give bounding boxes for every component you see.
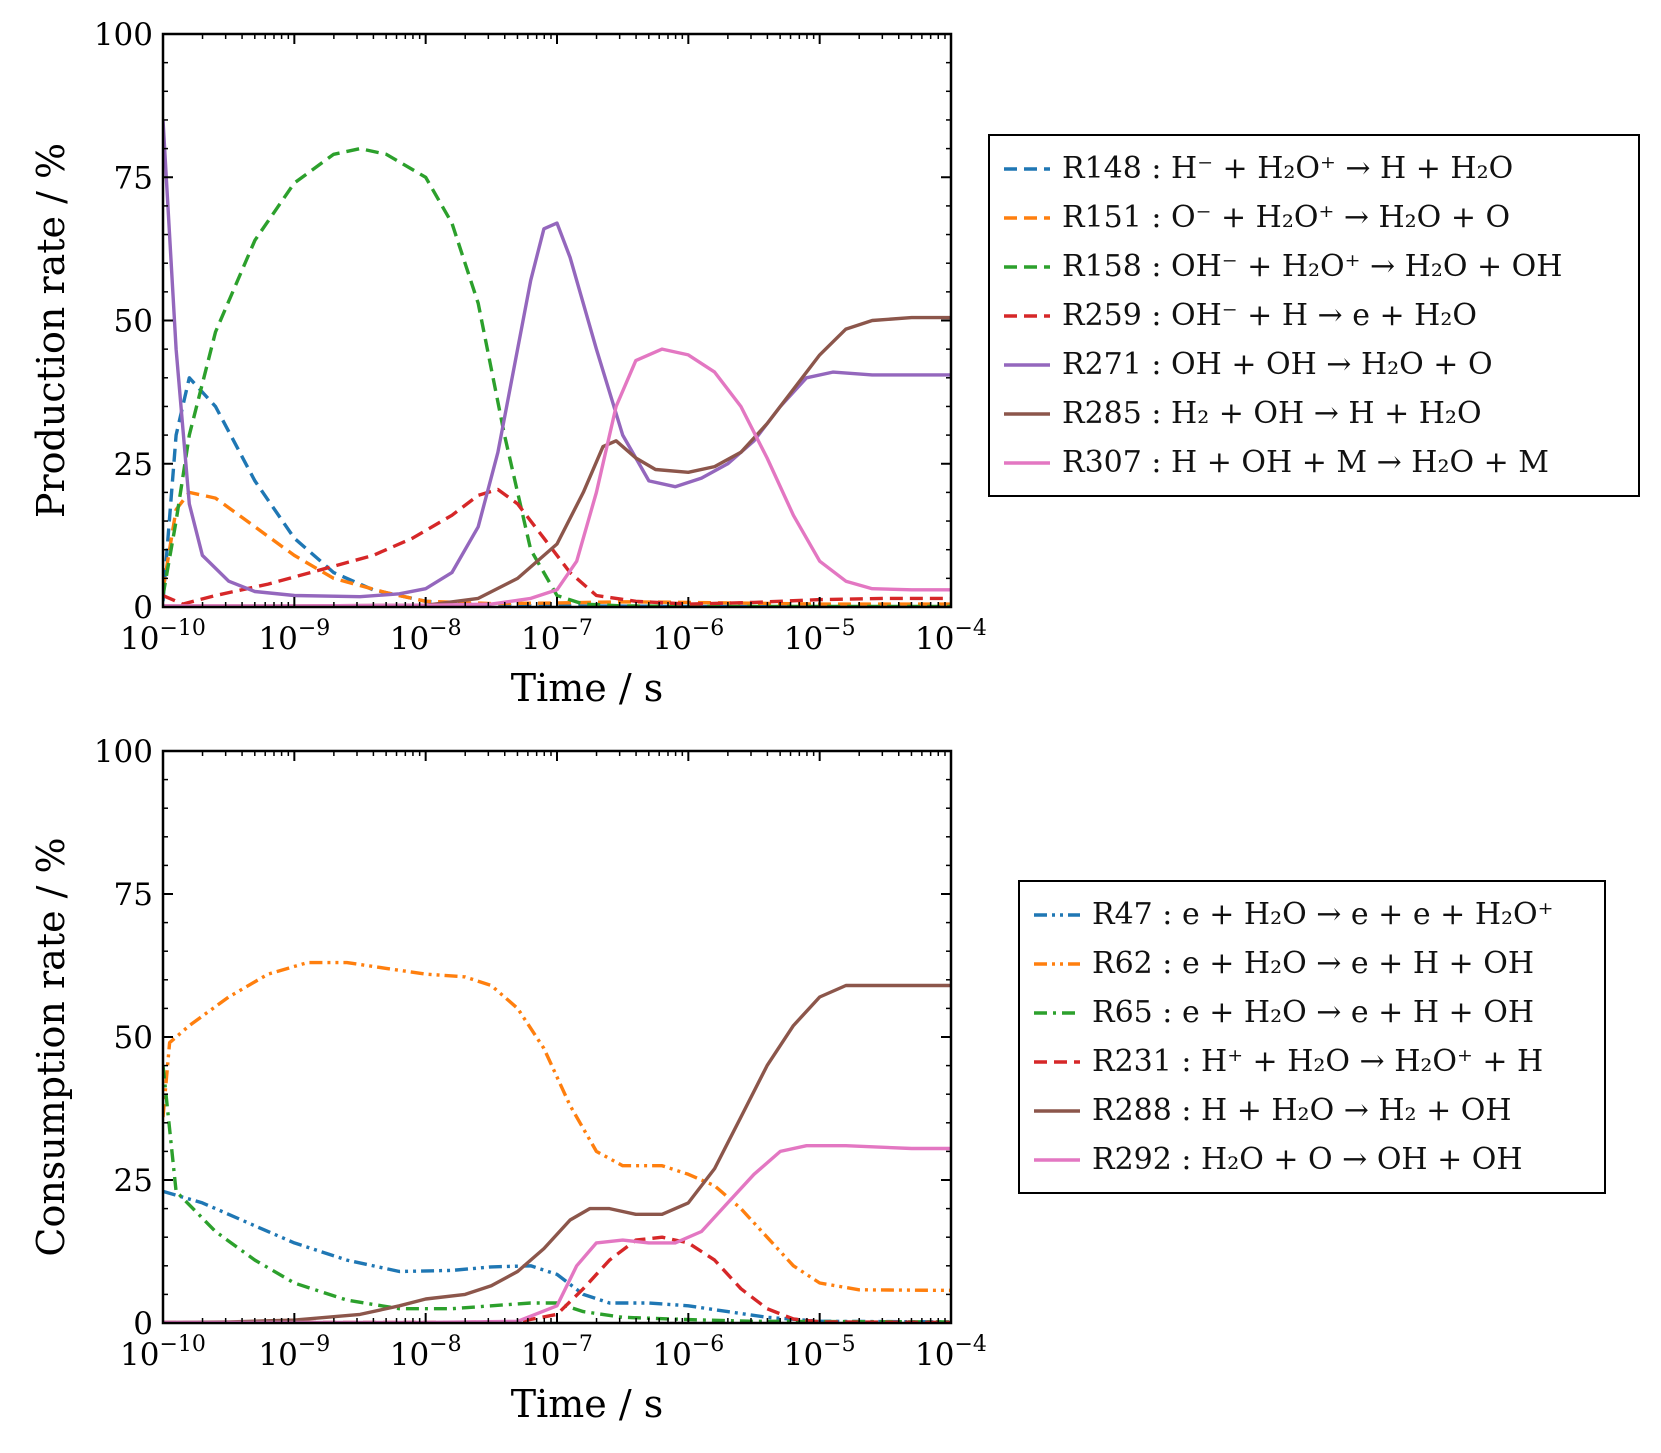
x-tick-label: 10−6 — [652, 1332, 724, 1373]
legend-label: R65 : e + H₂O → e + H + OH — [1092, 995, 1534, 1030]
legend-swatch — [1034, 1157, 1080, 1162]
legend-entry: R231 : H⁺ + H₂O → H₂O⁺ + H — [1032, 1037, 1592, 1086]
legend-label: R288 : H + H₂O → H₂ + OH — [1092, 1093, 1512, 1128]
consumption-rate-plot: 0 25 50 75 100 10−10 10−9 10−8 10−7 10−6 10−5 10−4 T… — [29, 734, 987, 1426]
x-axis-label: Time / s — [511, 1382, 663, 1426]
legend-entry: R307 : H + OH + M → H₂O + M — [1002, 438, 1626, 487]
legend-entry: R151 : O⁻ + H₂O⁺ → H₂O + O — [1002, 193, 1626, 242]
legend-entry: R271 : OH + OH → H₂O + O — [1002, 340, 1626, 389]
legend-entry: R288 : H + H₂O → H₂ + OH — [1032, 1086, 1592, 1135]
y-tick-label: 50 — [114, 1020, 153, 1056]
y-tick-label: 0 — [133, 590, 153, 626]
legend-entry: R148 : H⁻ + H₂O⁺ → H + H₂O — [1002, 144, 1626, 193]
series-line-r158 — [163, 146, 951, 607]
production-rate-plot: 0 25 50 75 100 10−10 10−9 10−8 10−7 10−6 10−5 10−4 T… — [29, 17, 987, 710]
series-line-r62 — [163, 960, 951, 1293]
y-tick-label: 75 — [114, 877, 153, 913]
series-line-r307 — [163, 347, 951, 607]
y-axis-label: Consumption rate / % — [29, 837, 73, 1256]
series-line-r288 — [163, 983, 951, 1323]
series-line-r292 — [163, 1144, 951, 1323]
x-tick-label: 10−5 — [784, 1332, 856, 1373]
legend-label: R62 : e + H₂O → e + H + OH — [1092, 946, 1534, 981]
x-tick-label: 10−9 — [258, 616, 330, 657]
legend-swatch — [1004, 264, 1050, 269]
legend-swatch — [1004, 411, 1050, 416]
legend-label: R47 : e + H₂O → e + e + H₂O⁺ — [1092, 897, 1554, 932]
legend-swatch — [1004, 460, 1050, 465]
legend-swatch — [1004, 362, 1050, 367]
x-tick-label: 10−5 — [784, 616, 856, 657]
legend-label: R285 : H₂ + OH → H + H₂O — [1062, 396, 1482, 431]
legend-swatch — [1034, 961, 1080, 966]
legend-entry: R259 : OH⁻ + H → e + H₂O — [1002, 291, 1626, 340]
x-axis-label: Time / s — [511, 666, 663, 710]
x-tick-label: 10−4 — [915, 616, 987, 657]
legend-entry: R292 : H₂O + O → OH + OH — [1032, 1135, 1592, 1184]
x-tick-label: 10−7 — [521, 616, 593, 657]
legend-label: R259 : OH⁻ + H → e + H₂O — [1062, 298, 1477, 333]
series-line-r231 — [163, 1235, 951, 1323]
legend-label: R158 : OH⁻ + H₂O⁺ → H₂O + OH — [1062, 249, 1563, 284]
legend-entry: R65 : e + H₂O → e + H + OH — [1032, 988, 1592, 1037]
production-legend: R148 : H⁻ + H₂O⁺ → H + H₂O R151 : O⁻ + H₂… — [988, 134, 1640, 497]
legend-label: R148 : H⁻ + H₂O⁺ → H + H₂O — [1062, 151, 1514, 186]
series-line-r65 — [163, 1065, 951, 1323]
legend-label: R307 : H + OH + M → H₂O + M — [1062, 445, 1550, 480]
y-tick-label: 50 — [114, 304, 153, 340]
plot-frame — [161, 749, 953, 1325]
x-tick-label: 10−8 — [390, 1332, 462, 1373]
legend-swatch — [1034, 1059, 1080, 1064]
y-tick-label: 25 — [114, 447, 153, 483]
y-axis-label: Production rate / % — [29, 143, 73, 518]
legend-label: R292 : H₂O + O → OH + OH — [1092, 1142, 1523, 1177]
legend-label: R151 : O⁻ + H₂O⁺ → H₂O + O — [1062, 200, 1511, 235]
legend-swatch — [1034, 1108, 1080, 1113]
legend-swatch — [1034, 912, 1080, 917]
legend-label: R231 : H⁺ + H₂O → H₂O⁺ + H — [1092, 1044, 1544, 1079]
legend-swatch — [1004, 166, 1050, 171]
y-tick-label: 100 — [94, 17, 153, 53]
x-tick-label: 10−10 — [120, 1332, 206, 1373]
series-line-r259 — [163, 487, 951, 606]
series-line-r271 — [163, 119, 951, 599]
x-tick-label: 10−7 — [521, 1332, 593, 1373]
y-tick-label: 25 — [114, 1163, 153, 1199]
x-tick-label: 10−9 — [258, 1332, 330, 1373]
legend-label: R271 : OH + OH → H₂O + O — [1062, 347, 1493, 382]
legend-entry: R285 : H₂ + OH → H + H₂O — [1002, 389, 1626, 438]
legend-entry: R47 : e + H₂O → e + e + H₂O⁺ — [1032, 890, 1592, 939]
series-line-r285 — [163, 315, 951, 607]
legend-swatch — [1034, 1010, 1080, 1015]
x-tick-label: 10−4 — [915, 1332, 987, 1373]
y-tick-label: 100 — [94, 734, 153, 770]
y-tick-label: 75 — [114, 160, 153, 196]
legend-swatch — [1004, 215, 1050, 220]
y-tick-label: 0 — [133, 1306, 153, 1342]
x-tick-label: 10−8 — [390, 616, 462, 657]
legend-swatch — [1004, 313, 1050, 318]
x-tick-label: 10−6 — [652, 616, 724, 657]
legend-entry: R62 : e + H₂O → e + H + OH — [1032, 939, 1592, 988]
consumption-legend: R47 : e + H₂O → e + e + H₂O⁺ R62 : e + H₂… — [1018, 880, 1606, 1194]
series-line-r151 — [163, 490, 951, 606]
legend-entry: R158 : OH⁻ + H₂O⁺ → H₂O + OH — [1002, 242, 1626, 291]
plot-frame — [161, 32, 953, 609]
x-tick-label: 10−10 — [120, 616, 206, 657]
